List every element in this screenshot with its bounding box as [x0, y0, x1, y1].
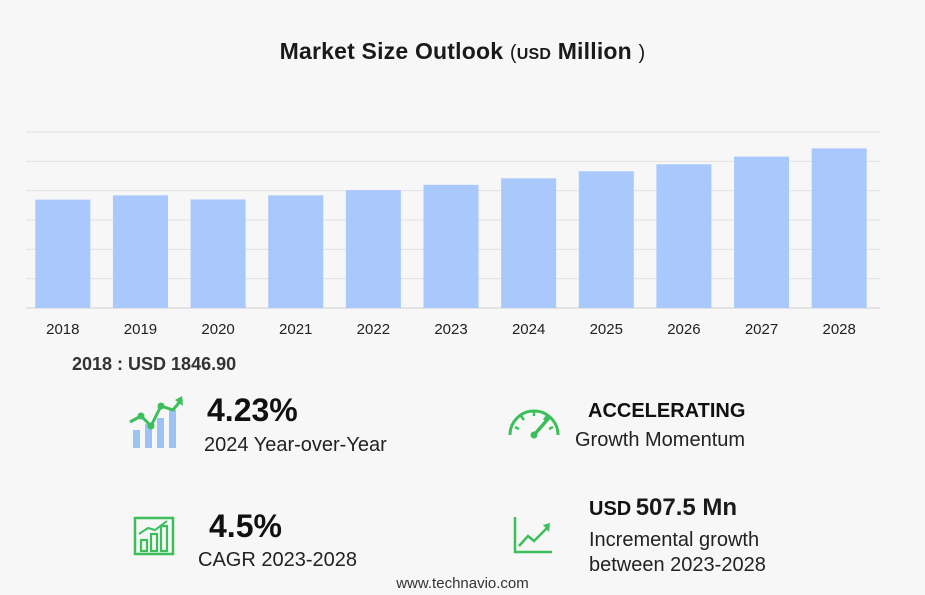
bar-2028 — [811, 148, 867, 308]
speedometer-icon — [508, 409, 560, 439]
trend-line-icon — [513, 517, 552, 554]
x-tick-label-2025: 2025 — [590, 321, 623, 338]
bar-2019 — [112, 195, 168, 308]
yoy-caption: 2024 Year-over-Year — [204, 434, 387, 456]
cagr-caption: CAGR 2023-2028 — [198, 549, 357, 571]
growth-bars-icon — [129, 396, 184, 448]
bar-chart-icon — [133, 516, 175, 556]
x-tick-label-2019: 2019 — [124, 321, 157, 338]
incremental-value: 507.5 Mn — [635, 494, 738, 521]
bar-2022 — [345, 190, 401, 308]
yoy-value: 4.23% — [207, 392, 298, 428]
bar-2024 — [501, 178, 557, 308]
x-tick-label-2022: 2022 — [357, 321, 390, 338]
x-tick-label-2024: 2024 — [512, 321, 545, 338]
x-tick-label-2027: 2027 — [745, 321, 778, 338]
title-unit-close: ) — [638, 42, 646, 64]
x-tick-label-2018: 2018 — [46, 321, 79, 338]
bar-2023 — [423, 184, 479, 308]
chart-title: Market Size Outlook (USD Million ) — [0, 38, 925, 65]
bar-2020 — [190, 199, 246, 308]
bar-chart: 2018 2019 2020 2021 2022 2023 2024 2025 2026 2027… — [26, 131, 880, 338]
cagr-value: 4.5% — [209, 508, 282, 544]
bar-2021 — [268, 195, 324, 308]
title-unit-main: Million — [557, 38, 632, 64]
bar-2027 — [734, 156, 790, 308]
incremental-caption-line1: Incremental growth — [589, 529, 760, 551]
bar-2025 — [578, 171, 634, 308]
title-unit-open: ( — [509, 42, 517, 64]
momentum-heading: ACCELERATING — [588, 400, 746, 422]
incremental-value-line: USD 507.5 Mn — [589, 494, 737, 522]
chart-title-main: Market Size Outlook — [279, 38, 504, 64]
x-tick-label-2028: 2028 — [822, 321, 855, 338]
bar-2026 — [656, 164, 712, 308]
base-year-label: 2018 : USD 1846.90 — [72, 354, 237, 374]
x-tick-label-2021: 2021 — [279, 321, 312, 338]
footer-source: www.technavio.com — [396, 575, 529, 592]
x-tick-label-2026: 2026 — [667, 321, 700, 338]
title-unit-prefix: USD — [516, 46, 552, 63]
bar-2018 — [35, 199, 91, 308]
x-tick-label-2020: 2020 — [201, 321, 234, 338]
incremental-prefix: USD — [589, 498, 632, 520]
momentum-caption: Growth Momentum — [575, 429, 746, 451]
incremental-caption-line2: between 2023-2028 — [589, 554, 766, 576]
x-tick-label-2023: 2023 — [434, 321, 467, 338]
